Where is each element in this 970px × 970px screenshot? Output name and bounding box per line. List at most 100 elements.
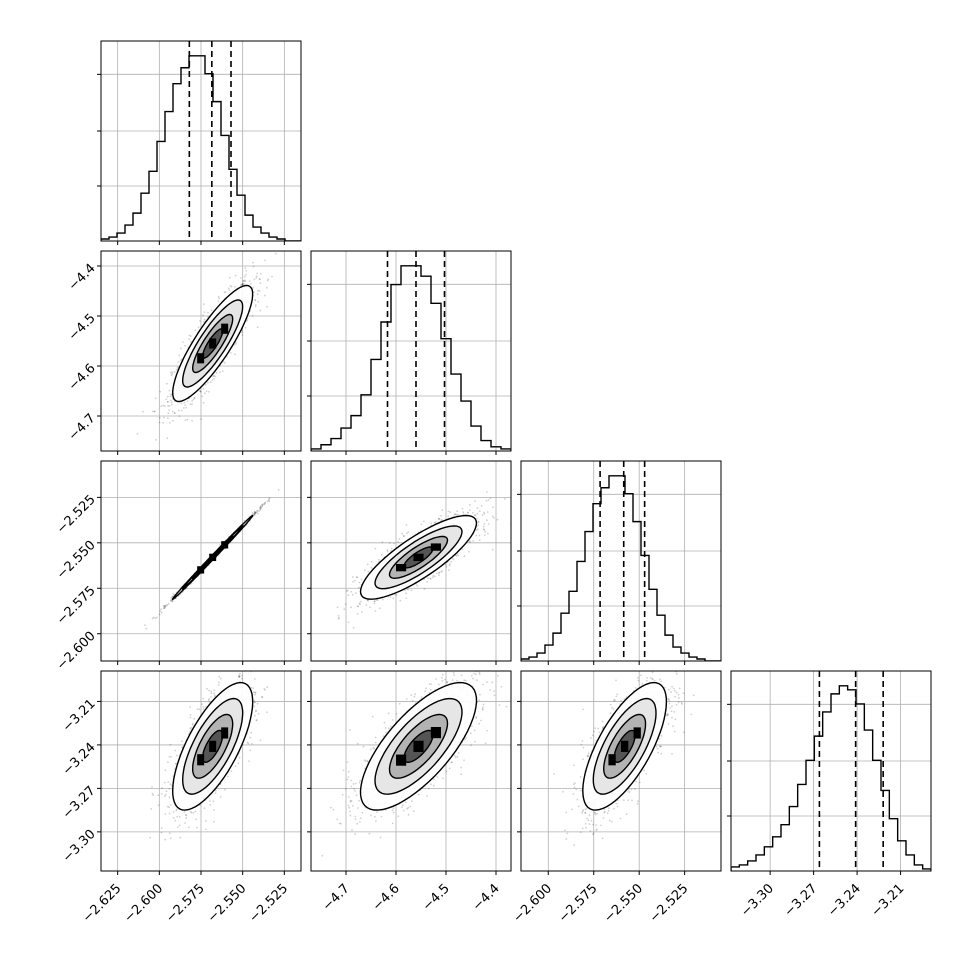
sample-point [449,511,452,513]
sample-point [211,379,214,382]
sample-point [420,523,423,526]
sample-point [160,608,162,611]
sample-point [181,740,183,743]
sample-point [170,401,173,404]
sample-point [257,300,260,303]
sample-point [504,498,506,500]
sample-point [455,513,458,516]
sample-point [160,405,163,408]
axes-frame [730,670,932,872]
sample-point [178,816,181,818]
sample-point [256,293,259,295]
sample-point [166,603,169,606]
sample-point [405,524,408,526]
sample-point [406,532,408,535]
sample-point [223,291,226,294]
sample-point [367,599,369,602]
sample-point [201,395,204,398]
sample-point [178,354,181,357]
sample-point [389,596,392,598]
sample-point [457,513,459,516]
sample-point [481,514,484,516]
sample-point [235,343,238,345]
sample-point [164,605,167,608]
sample-point [429,577,431,580]
sample-point [266,305,268,308]
sample-point [190,340,192,343]
sample-point [351,593,354,596]
sample-point [492,517,495,519]
sample-point [207,381,209,384]
sample-point [160,792,163,795]
sample-point [461,548,464,551]
sample-point [440,571,443,573]
sample-point [277,488,280,491]
sample-point [438,518,441,520]
sample-point [234,285,236,288]
sample-point [468,541,471,544]
sample-point [338,617,340,619]
sample-point [223,361,226,364]
sample-point [185,406,188,409]
sample-point [447,510,450,513]
sample-point [478,534,481,537]
sample-point [164,606,166,609]
sample-point [483,523,486,525]
sample-point [438,517,440,520]
sample-point [254,701,256,703]
sample-point [244,267,247,270]
sample-point [258,510,260,512]
sample-point [229,276,231,279]
sample-point [467,511,469,514]
sample-point [405,592,407,595]
sample-point [244,326,247,329]
sample-point [355,592,357,594]
sample-point [159,416,161,419]
sample-point [219,544,221,546]
sample-point [366,563,369,566]
sample-point [468,550,470,553]
sample-point [166,437,169,440]
sample-point [171,595,174,598]
sample-point [188,334,191,337]
sample-point [208,701,211,703]
sample-point [358,586,360,589]
sample-point [375,599,378,601]
density-peak [197,566,205,574]
sample-point [357,605,360,608]
sample-point [254,512,257,514]
sample-point [169,743,172,746]
sample-point [370,560,373,563]
sample-point [201,703,203,705]
density-peak [197,353,205,364]
sample-point [213,374,216,377]
sample-point [259,508,262,511]
sample-point [261,505,264,508]
sample-point [177,360,180,363]
sample-point [378,558,380,561]
sample-point [168,405,171,407]
sample-point [191,400,194,402]
sample-point [483,512,486,515]
sample-point [492,506,494,509]
sample-point [252,691,255,694]
sample-point [436,572,438,575]
sample-point [153,410,156,413]
sample-point [359,603,361,606]
sample-point [468,504,471,506]
sample-point [455,554,458,557]
density-peak [221,541,229,549]
sample-point [184,419,187,422]
sample-point [241,334,244,336]
sample-point [434,521,437,523]
sample-point [191,724,194,726]
sample-point [364,569,366,572]
sample-point [241,283,243,286]
sample-point [448,569,450,572]
sample-point [165,382,168,385]
sample-point [171,403,173,406]
sample-point [441,509,444,511]
sample-point [423,588,426,590]
scatter-panel-1-0 [97,250,302,455]
sample-point [241,284,244,286]
